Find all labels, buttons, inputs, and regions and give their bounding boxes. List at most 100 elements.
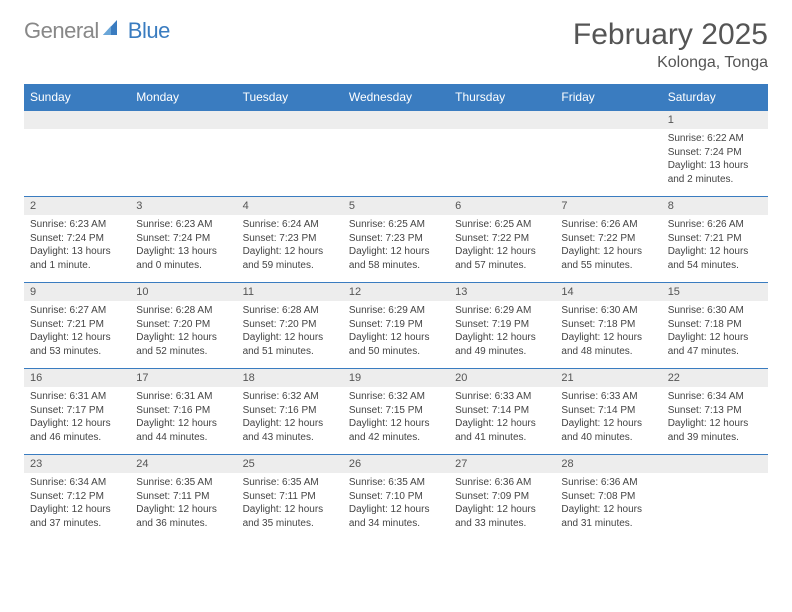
sunset-text: Sunset: 7:17 PM — [30, 404, 124, 418]
day-cell: 14Sunrise: 6:30 AMSunset: 7:18 PMDayligh… — [555, 283, 661, 369]
daylight-text: Daylight: 12 hours and 37 minutes. — [30, 503, 124, 530]
daylight-text: Daylight: 12 hours and 46 minutes. — [30, 417, 124, 444]
sunset-text: Sunset: 7:20 PM — [243, 318, 337, 332]
sunset-text: Sunset: 7:09 PM — [455, 490, 549, 504]
day-content: Sunrise: 6:22 AMSunset: 7:24 PMDaylight:… — [662, 129, 768, 190]
day-content: Sunrise: 6:25 AMSunset: 7:23 PMDaylight:… — [343, 215, 449, 276]
day-number: 7 — [555, 197, 661, 215]
day-content: Sunrise: 6:26 AMSunset: 7:22 PMDaylight:… — [555, 215, 661, 276]
sunrise-text: Sunrise: 6:32 AM — [243, 390, 337, 404]
sunrise-text: Sunrise: 6:35 AM — [136, 476, 230, 490]
day-cell: 1Sunrise: 6:22 AMSunset: 7:24 PMDaylight… — [662, 111, 768, 197]
day-content: Sunrise: 6:34 AMSunset: 7:13 PMDaylight:… — [662, 387, 768, 448]
daylight-text: Daylight: 12 hours and 59 minutes. — [243, 245, 337, 272]
daylight-text: Daylight: 12 hours and 57 minutes. — [455, 245, 549, 272]
day-cell — [662, 455, 768, 541]
day-cell: 4Sunrise: 6:24 AMSunset: 7:23 PMDaylight… — [237, 197, 343, 283]
daylight-text: Daylight: 12 hours and 53 minutes. — [30, 331, 124, 358]
day-content: Sunrise: 6:31 AMSunset: 7:17 PMDaylight:… — [24, 387, 130, 448]
weekday-header: Monday — [130, 84, 236, 111]
sunset-text: Sunset: 7:21 PM — [668, 232, 762, 246]
day-content: Sunrise: 6:25 AMSunset: 7:22 PMDaylight:… — [449, 215, 555, 276]
sunrise-text: Sunrise: 6:36 AM — [561, 476, 655, 490]
day-number — [662, 455, 768, 473]
sunset-text: Sunset: 7:14 PM — [561, 404, 655, 418]
day-cell: 13Sunrise: 6:29 AMSunset: 7:19 PMDayligh… — [449, 283, 555, 369]
daylight-text: Daylight: 12 hours and 34 minutes. — [349, 503, 443, 530]
day-content: Sunrise: 6:31 AMSunset: 7:16 PMDaylight:… — [130, 387, 236, 448]
daylight-text: Daylight: 12 hours and 41 minutes. — [455, 417, 549, 444]
daylight-text: Daylight: 12 hours and 35 minutes. — [243, 503, 337, 530]
day-cell — [449, 111, 555, 197]
day-content: Sunrise: 6:26 AMSunset: 7:21 PMDaylight:… — [662, 215, 768, 276]
sunrise-text: Sunrise: 6:35 AM — [243, 476, 337, 490]
daylight-text: Daylight: 12 hours and 49 minutes. — [455, 331, 549, 358]
day-cell: 7Sunrise: 6:26 AMSunset: 7:22 PMDaylight… — [555, 197, 661, 283]
daylight-text: Daylight: 12 hours and 40 minutes. — [561, 417, 655, 444]
sunset-text: Sunset: 7:24 PM — [136, 232, 230, 246]
day-cell — [24, 111, 130, 197]
day-number: 8 — [662, 197, 768, 215]
daylight-text: Daylight: 13 hours and 0 minutes. — [136, 245, 230, 272]
day-number: 20 — [449, 369, 555, 387]
sunset-text: Sunset: 7:14 PM — [455, 404, 549, 418]
sunset-text: Sunset: 7:19 PM — [455, 318, 549, 332]
day-number: 26 — [343, 455, 449, 473]
sunset-text: Sunset: 7:15 PM — [349, 404, 443, 418]
day-cell: 9Sunrise: 6:27 AMSunset: 7:21 PMDaylight… — [24, 283, 130, 369]
daylight-text: Daylight: 12 hours and 33 minutes. — [455, 503, 549, 530]
day-content: Sunrise: 6:33 AMSunset: 7:14 PMDaylight:… — [555, 387, 661, 448]
day-number — [24, 111, 130, 129]
day-cell: 24Sunrise: 6:35 AMSunset: 7:11 PMDayligh… — [130, 455, 236, 541]
brand-logo: General Blue — [24, 18, 170, 44]
day-number: 13 — [449, 283, 555, 301]
day-number: 19 — [343, 369, 449, 387]
sunset-text: Sunset: 7:10 PM — [349, 490, 443, 504]
sunrise-text: Sunrise: 6:35 AM — [349, 476, 443, 490]
sunset-text: Sunset: 7:18 PM — [668, 318, 762, 332]
day-cell — [130, 111, 236, 197]
sunrise-text: Sunrise: 6:23 AM — [30, 218, 124, 232]
day-cell — [555, 111, 661, 197]
daylight-text: Daylight: 12 hours and 43 minutes. — [243, 417, 337, 444]
sunrise-text: Sunrise: 6:24 AM — [243, 218, 337, 232]
daylight-text: Daylight: 12 hours and 36 minutes. — [136, 503, 230, 530]
header: General Blue February 2025 Kolonga, Tong… — [24, 18, 768, 72]
weekday-header: Saturday — [662, 84, 768, 111]
day-content: Sunrise: 6:30 AMSunset: 7:18 PMDaylight:… — [662, 301, 768, 362]
daylight-text: Daylight: 12 hours and 42 minutes. — [349, 417, 443, 444]
daylight-text: Daylight: 12 hours and 54 minutes. — [668, 245, 762, 272]
day-cell: 27Sunrise: 6:36 AMSunset: 7:09 PMDayligh… — [449, 455, 555, 541]
sunset-text: Sunset: 7:23 PM — [349, 232, 443, 246]
day-number: 18 — [237, 369, 343, 387]
daylight-text: Daylight: 12 hours and 31 minutes. — [561, 503, 655, 530]
day-cell: 21Sunrise: 6:33 AMSunset: 7:14 PMDayligh… — [555, 369, 661, 455]
weekday-header: Sunday — [24, 84, 130, 111]
day-number: 4 — [237, 197, 343, 215]
day-content: Sunrise: 6:32 AMSunset: 7:15 PMDaylight:… — [343, 387, 449, 448]
day-number: 22 — [662, 369, 768, 387]
day-number: 23 — [24, 455, 130, 473]
sunrise-text: Sunrise: 6:22 AM — [668, 132, 762, 146]
day-cell: 23Sunrise: 6:34 AMSunset: 7:12 PMDayligh… — [24, 455, 130, 541]
week-row: 16Sunrise: 6:31 AMSunset: 7:17 PMDayligh… — [24, 369, 768, 455]
daylight-text: Daylight: 13 hours and 2 minutes. — [668, 159, 762, 186]
day-content: Sunrise: 6:24 AMSunset: 7:23 PMDaylight:… — [237, 215, 343, 276]
day-number: 21 — [555, 369, 661, 387]
day-content: Sunrise: 6:36 AMSunset: 7:08 PMDaylight:… — [555, 473, 661, 534]
day-number — [449, 111, 555, 129]
sunset-text: Sunset: 7:24 PM — [30, 232, 124, 246]
day-number: 6 — [449, 197, 555, 215]
sunrise-text: Sunrise: 6:30 AM — [561, 304, 655, 318]
day-cell: 25Sunrise: 6:35 AMSunset: 7:11 PMDayligh… — [237, 455, 343, 541]
day-number — [343, 111, 449, 129]
week-row: 9Sunrise: 6:27 AMSunset: 7:21 PMDaylight… — [24, 283, 768, 369]
day-content: Sunrise: 6:23 AMSunset: 7:24 PMDaylight:… — [24, 215, 130, 276]
day-number: 16 — [24, 369, 130, 387]
sunrise-text: Sunrise: 6:34 AM — [30, 476, 124, 490]
daylight-text: Daylight: 12 hours and 44 minutes. — [136, 417, 230, 444]
daylight-text: Daylight: 12 hours and 51 minutes. — [243, 331, 337, 358]
day-cell: 3Sunrise: 6:23 AMSunset: 7:24 PMDaylight… — [130, 197, 236, 283]
sunrise-text: Sunrise: 6:28 AM — [243, 304, 337, 318]
week-row: 1Sunrise: 6:22 AMSunset: 7:24 PMDaylight… — [24, 111, 768, 197]
